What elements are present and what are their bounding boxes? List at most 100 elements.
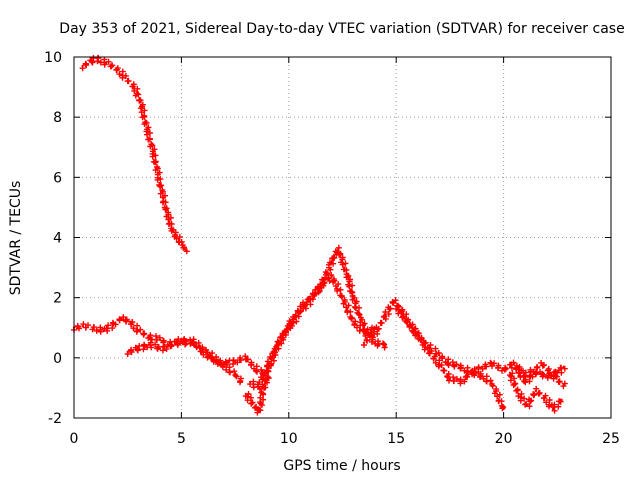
chart-title: Day 353 of 2021, Sidereal Day-to-day VTE…	[59, 21, 624, 37]
data-point	[201, 350, 205, 354]
data-point	[102, 329, 106, 332]
data-point	[92, 326, 95, 329]
data-point	[212, 359, 215, 363]
data-point	[244, 356, 248, 360]
data-point	[147, 343, 151, 346]
data-point	[184, 248, 187, 251]
data-point	[437, 353, 441, 357]
data-point	[541, 362, 544, 366]
data-point	[558, 380, 561, 384]
y-tick-label: 8	[53, 110, 62, 126]
data-point	[180, 338, 183, 341]
data-point	[165, 209, 168, 212]
data-point	[96, 57, 99, 60]
data-point	[178, 239, 181, 242]
data-point	[345, 272, 348, 275]
data-point	[384, 344, 387, 347]
series-markers	[247, 272, 378, 392]
data-point	[373, 341, 376, 344]
data-point	[111, 323, 114, 326]
data-point	[223, 362, 226, 366]
data-point	[437, 362, 441, 366]
data-point	[352, 320, 355, 323]
data-point	[352, 296, 355, 299]
data-point	[81, 64, 84, 68]
data-point	[362, 332, 366, 335]
series-arc-h	[513, 359, 568, 390]
data-point	[147, 335, 151, 338]
data-point	[137, 329, 140, 332]
data-point	[124, 76, 127, 80]
data-point	[491, 362, 495, 366]
data-point	[158, 338, 162, 341]
data-point	[448, 377, 452, 381]
data-point	[89, 60, 93, 63]
data-point	[309, 296, 312, 299]
data-point	[532, 368, 535, 372]
data-point	[523, 380, 527, 384]
data-point	[416, 332, 419, 335]
data-point	[274, 347, 278, 351]
data-point	[523, 374, 527, 378]
data-point	[126, 350, 129, 354]
axis-ticks: 0 5 10 15 20 25 -2 0 2 4 6 8 10	[44, 50, 620, 447]
data-point	[240, 380, 243, 384]
data-point	[115, 67, 119, 71]
data-point	[169, 344, 172, 347]
data-point	[337, 248, 340, 251]
data-point	[81, 325, 84, 328]
series-arc-b	[124, 336, 272, 382]
series-arc-high	[79, 54, 190, 255]
data-point	[427, 350, 430, 354]
data-point	[283, 332, 286, 335]
data-point	[105, 61, 108, 65]
data-point	[534, 389, 538, 393]
data-point	[517, 392, 520, 396]
data-point	[513, 362, 516, 366]
y-axis-label: SDTVAR / TECUs	[8, 181, 24, 296]
data-point	[502, 368, 505, 372]
data-point	[459, 380, 462, 384]
x-tick-label: 15	[387, 431, 405, 447]
data-point	[562, 365, 565, 369]
grid	[74, 57, 611, 418]
series-arc-g	[507, 370, 564, 414]
data-point	[223, 365, 226, 369]
x-tick-label: 5	[177, 431, 186, 447]
data-point	[145, 128, 149, 131]
data-point	[545, 374, 548, 378]
data-point	[526, 404, 529, 408]
data-point	[373, 332, 376, 335]
data-point	[244, 392, 248, 396]
data-point	[139, 100, 142, 104]
data-point	[392, 299, 396, 302]
x-axis-label: GPS time / hours	[283, 458, 400, 474]
data-point	[551, 407, 555, 411]
data-point	[330, 260, 333, 263]
series-markers	[124, 336, 272, 382]
data-point	[543, 395, 546, 399]
data-point	[330, 275, 333, 278]
data-point	[248, 380, 252, 384]
data-point	[233, 359, 237, 363]
data-point	[257, 410, 260, 414]
data-point	[319, 284, 323, 287]
data-point	[158, 182, 162, 185]
x-tick-label: 10	[280, 431, 298, 447]
data-point	[560, 398, 563, 402]
data-point	[549, 371, 553, 375]
data-point	[459, 365, 462, 369]
data-point	[233, 373, 237, 376]
y-tick-label: 6	[53, 170, 62, 186]
x-tick-label: 0	[70, 431, 79, 447]
y-tick-label: -2	[48, 411, 62, 427]
series-markers	[361, 297, 507, 412]
data-point	[480, 374, 484, 378]
series-arc-e	[361, 297, 507, 412]
data-point	[128, 320, 132, 323]
y-tick-label: 0	[53, 351, 62, 367]
data-series	[71, 54, 568, 416]
data-point	[132, 85, 136, 89]
series-arc-f	[393, 303, 568, 387]
data-point	[257, 386, 260, 390]
